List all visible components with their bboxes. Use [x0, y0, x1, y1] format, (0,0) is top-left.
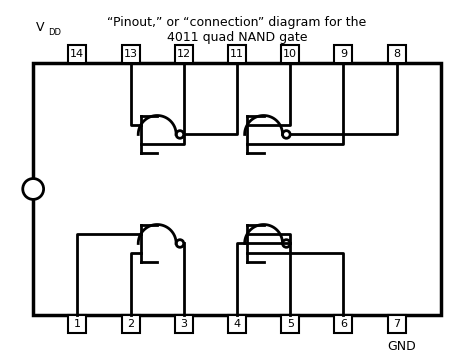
Bar: [175, 314, 193, 332]
Bar: [228, 314, 246, 332]
Text: 8: 8: [393, 50, 400, 59]
Bar: [388, 45, 406, 64]
Text: GND: GND: [387, 340, 416, 353]
Bar: [281, 45, 299, 64]
Bar: [68, 45, 86, 64]
Text: V: V: [36, 20, 44, 33]
Text: 7: 7: [393, 318, 400, 328]
Text: 1: 1: [74, 318, 81, 328]
Bar: [281, 314, 299, 332]
Text: 13: 13: [124, 50, 137, 59]
Bar: [175, 45, 193, 64]
Bar: [33, 64, 441, 314]
Bar: [335, 314, 353, 332]
Bar: [335, 45, 353, 64]
Text: DD: DD: [48, 28, 61, 37]
Text: 11: 11: [230, 50, 244, 59]
Text: 2: 2: [127, 318, 134, 328]
Text: 5: 5: [287, 318, 294, 328]
Bar: [68, 314, 86, 332]
Bar: [228, 45, 246, 64]
Text: 4: 4: [233, 318, 241, 328]
Text: 10: 10: [283, 50, 297, 59]
Text: 12: 12: [177, 50, 191, 59]
Bar: [122, 45, 140, 64]
Text: 6: 6: [340, 318, 347, 328]
Bar: [122, 314, 140, 332]
Text: 9: 9: [340, 50, 347, 59]
Text: 14: 14: [70, 50, 84, 59]
Bar: [388, 314, 406, 332]
Text: “Pinout,” or “connection” diagram for the
4011 quad NAND gate: “Pinout,” or “connection” diagram for th…: [108, 16, 366, 44]
Text: 3: 3: [180, 318, 187, 328]
Circle shape: [23, 178, 44, 199]
